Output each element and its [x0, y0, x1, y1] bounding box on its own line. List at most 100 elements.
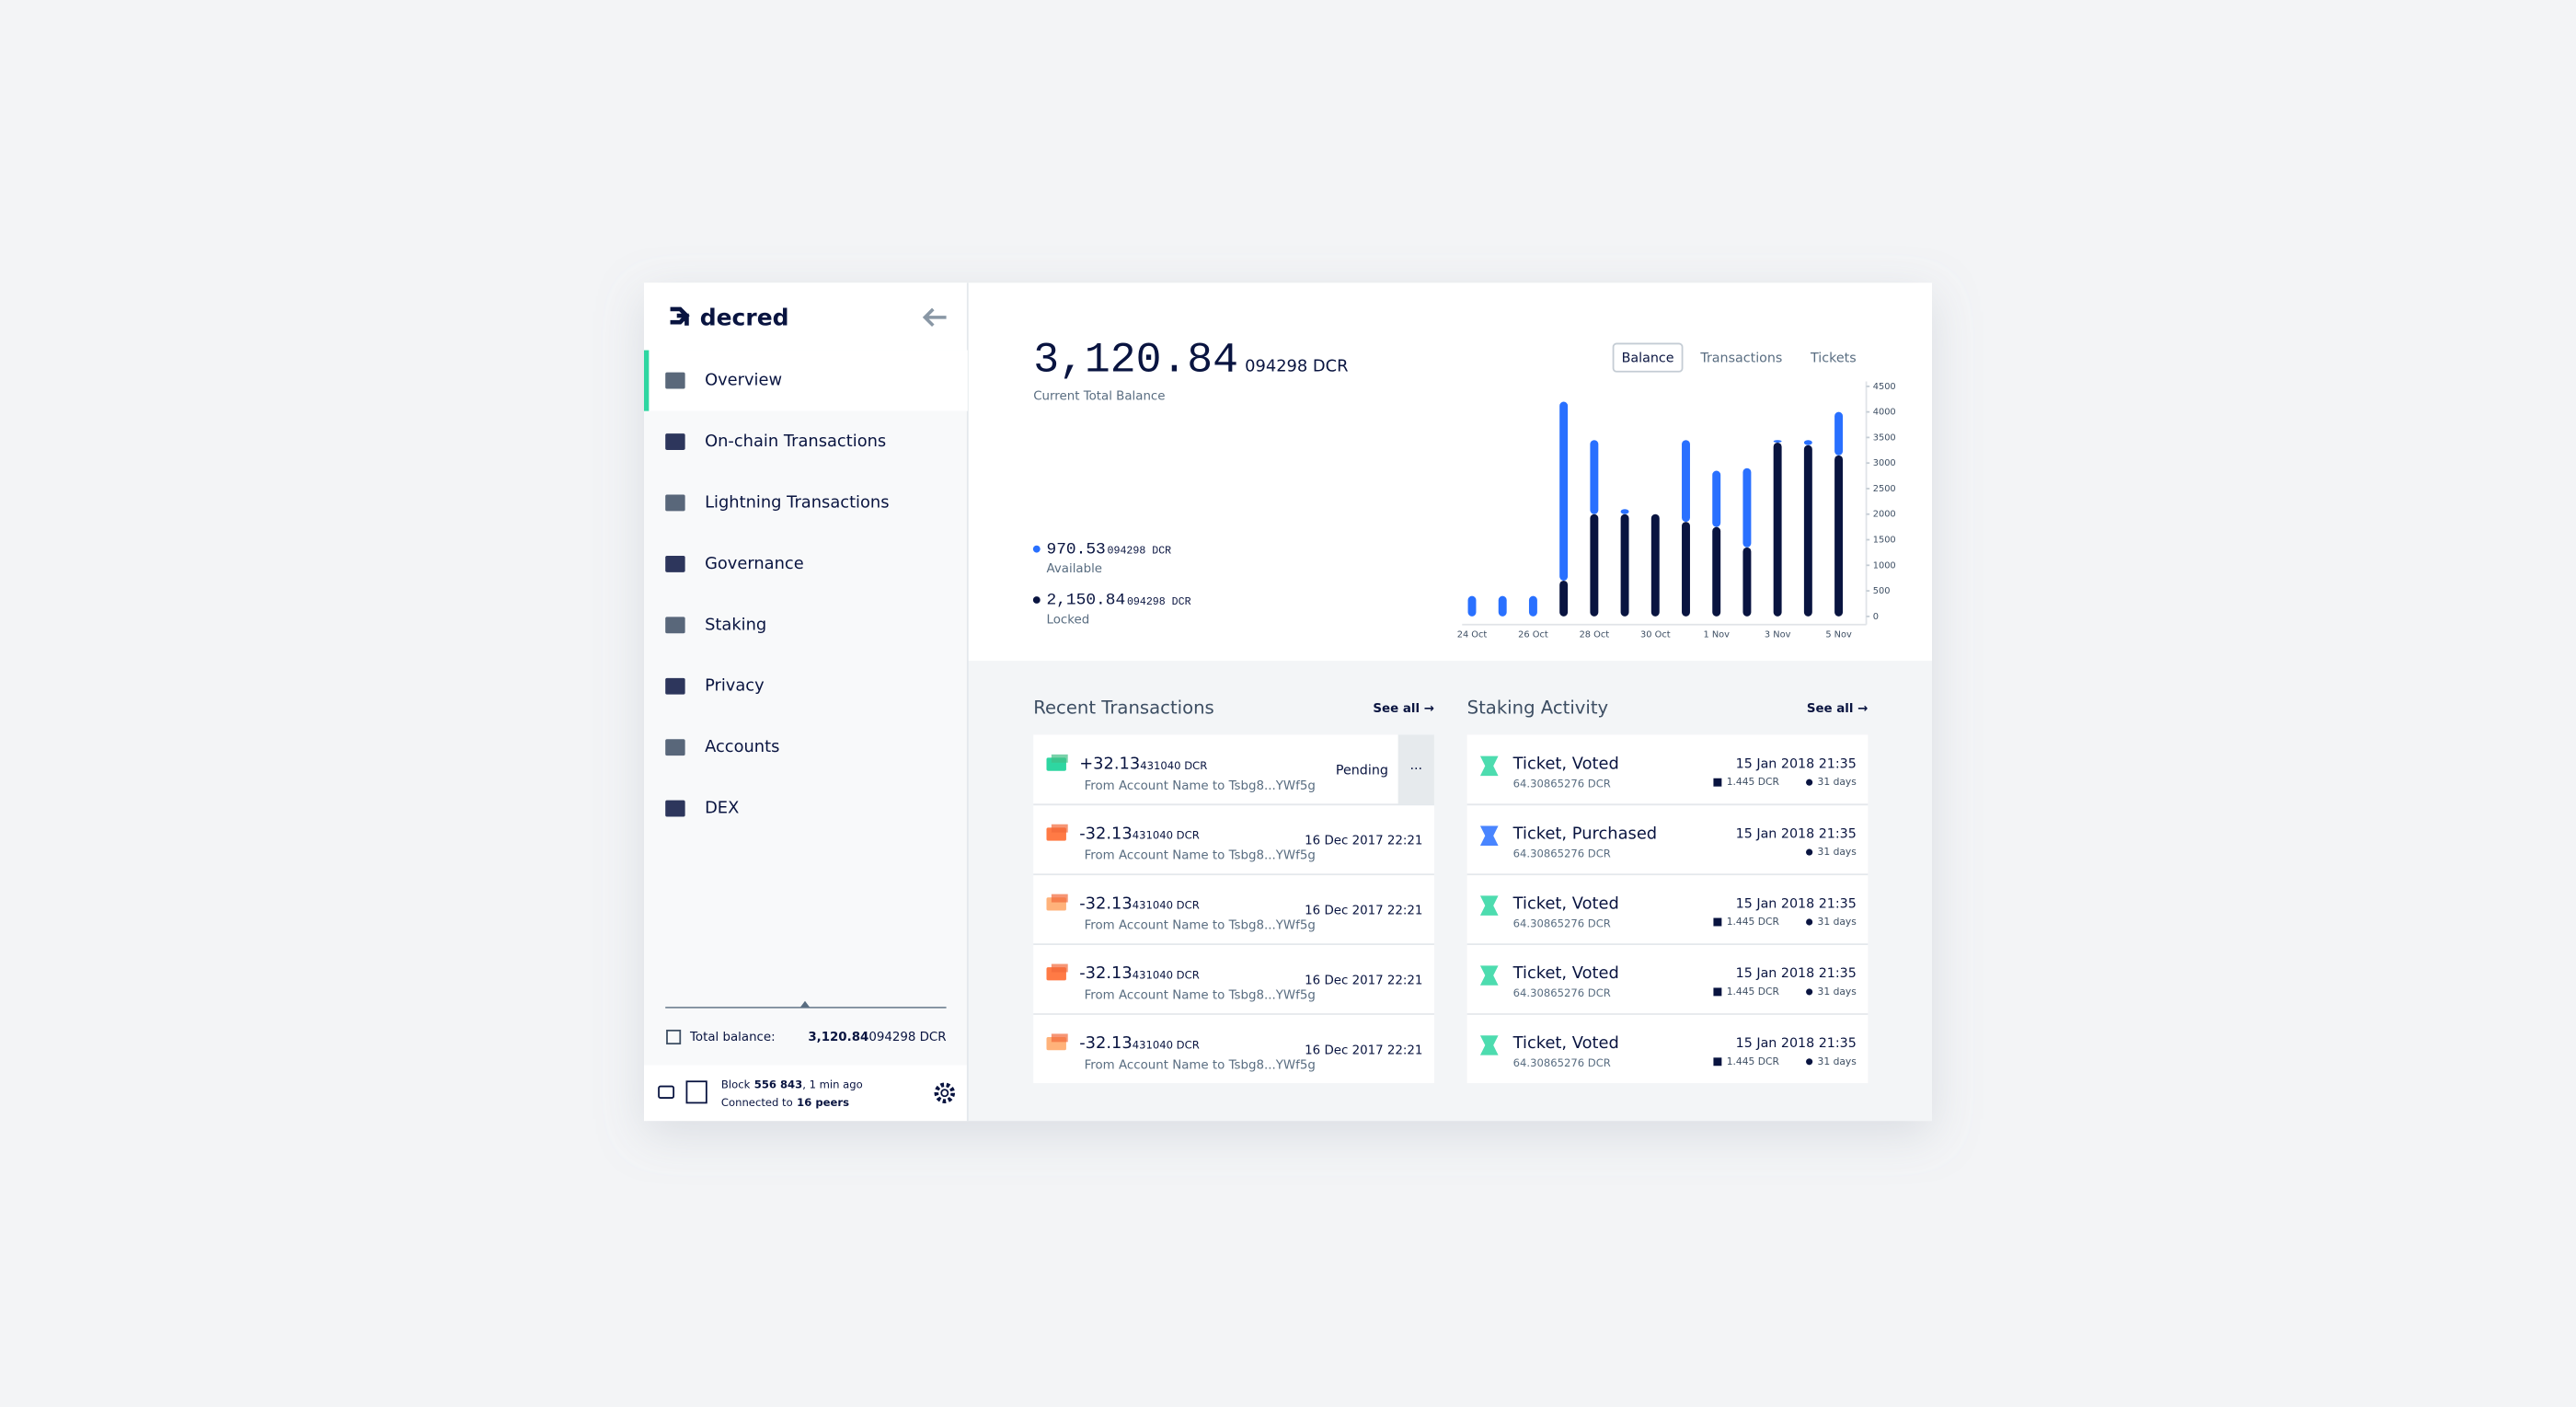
y-tick-label: 2000 — [1873, 510, 1896, 520]
ticket-fee: 1.445 DCR — [1727, 916, 1780, 928]
sidebar — [644, 283, 968, 1122]
tx-icon-back — [1051, 754, 1068, 763]
slider-thumb[interactable] — [799, 1000, 811, 1008]
tab[interactable]: Tickets — [1810, 351, 1857, 365]
x-tick-label: 3 Nov — [1765, 629, 1791, 640]
bar-segment — [1590, 513, 1599, 617]
content: decred Overview On-chain Transactions Light… — [644, 305, 1896, 1109]
ticket-days: 31 days — [1818, 916, 1857, 928]
see-all[interactable]: See all → — [1807, 702, 1869, 716]
ticket-amount: 64.30865276 DCR — [1513, 1056, 1611, 1069]
legend-label: Locked — [1047, 613, 1090, 627]
bar-segment — [1528, 595, 1537, 617]
legend-dot — [1032, 596, 1041, 604]
tx-icon-back — [1051, 894, 1068, 903]
bar-segment — [1650, 513, 1660, 617]
total-balance-label: Total balance: — [689, 1031, 776, 1044]
tx-description: From Account Name to Tsbg8...YWf5g — [1085, 988, 1316, 1002]
tx-decimals: 431040 DCR — [1133, 899, 1200, 912]
bar-segment — [1559, 580, 1569, 617]
ticket-amount: 64.30865276 DCR — [1513, 847, 1611, 859]
nav-icon — [665, 372, 685, 389]
tx-status: Pending — [1336, 764, 1388, 778]
ticket-amount: 64.30865276 DCR — [1513, 917, 1611, 929]
logo-text: decred — [700, 305, 789, 331]
ticket-icon — [1479, 1035, 1499, 1055]
more-button-label[interactable]: ··· — [1409, 762, 1422, 777]
nav-item[interactable]: Overview — [705, 371, 782, 390]
x-tick-label: 24 Oct — [1457, 629, 1488, 640]
bar-segment — [1682, 440, 1690, 523]
more-button[interactable] — [1397, 734, 1434, 804]
x-tick-label: 28 Oct — [1580, 629, 1610, 640]
tab-active[interactable] — [1612, 342, 1684, 373]
ticket-date: 15 Jan 2018 21:35 — [1736, 966, 1857, 981]
nav-active — [644, 350, 968, 411]
ticket-fee: 1.445 DCR — [1727, 986, 1780, 998]
bar-segment — [1803, 440, 1812, 445]
fee-icon — [1713, 1057, 1722, 1067]
see-all[interactable]: See all → — [1373, 702, 1434, 716]
ticket-days: 31 days — [1818, 1055, 1857, 1067]
bar-segment — [1590, 440, 1599, 514]
x-tick-label: 1 Nov — [1703, 629, 1730, 640]
section-title: Recent Transactions — [1033, 697, 1214, 718]
tx-decimals: 431040 DCR — [1133, 969, 1200, 982]
bar-segment — [1620, 509, 1629, 514]
tx-amount: -32.13 — [1079, 963, 1133, 983]
nav-item[interactable]: Governance — [705, 554, 804, 573]
tx-status: 16 Dec 2017 22:21 — [1305, 835, 1422, 848]
fee-icon — [1713, 778, 1722, 787]
tx-icon-back — [1051, 824, 1068, 833]
days-icon — [1806, 848, 1813, 856]
tab[interactable]: Transactions — [1699, 351, 1782, 365]
status-text: Connected to — [721, 1096, 793, 1109]
ticket-date: 15 Jan 2018 21:35 — [1736, 757, 1857, 772]
transactions-card — [1033, 734, 1434, 1083]
tx-amount: -32.13 — [1079, 824, 1133, 843]
ticket-days: 31 days — [1818, 846, 1857, 858]
bar-segment — [1712, 526, 1721, 617]
bar-segment — [1498, 595, 1507, 617]
tx-icon-back — [1051, 963, 1068, 973]
bar-segment — [1834, 411, 1844, 456]
nav-item[interactable]: Staking — [705, 615, 766, 634]
back-arrow[interactable] — [922, 307, 947, 328]
y-tick-label: 500 — [1873, 586, 1891, 596]
days-icon — [1806, 778, 1813, 786]
nav-icon — [665, 433, 685, 450]
legend-decimals: 094298 DCR — [1108, 545, 1172, 557]
tx-description: From Account Name to Tsbg8...YWf5g — [1085, 779, 1316, 793]
balance-decimals: 094298 DCR — [1245, 356, 1348, 375]
nav-active-bar — [644, 350, 650, 411]
ticket-title: Ticket, Voted — [1512, 755, 1619, 774]
legend-dot — [1032, 545, 1041, 553]
tx-status: 16 Dec 2017 22:21 — [1305, 974, 1422, 987]
bar-segment — [1773, 442, 1782, 617]
tx-amount: -32.13 — [1079, 1033, 1133, 1053]
bar-segment — [1712, 470, 1721, 527]
nav-item[interactable]: On-chain Transactions — [705, 432, 886, 451]
bar-segment — [1682, 522, 1690, 617]
nav-item[interactable]: Lightning Transactions — [705, 492, 889, 512]
tab[interactable]: Balance — [1622, 351, 1674, 365]
nav-item[interactable]: Accounts — [705, 737, 779, 756]
y-tick-label: 3000 — [1873, 458, 1896, 468]
x-tick-label: 30 Oct — [1640, 629, 1671, 640]
balance-main: 3,120.84 — [1033, 336, 1238, 385]
ticket-days: 31 days — [1818, 986, 1857, 998]
section-title: Staking Activity — [1467, 697, 1609, 718]
bar-segment — [1467, 595, 1477, 617]
ticket-icon — [1479, 755, 1499, 777]
bar-segment — [1834, 455, 1844, 617]
settings-icon[interactable] — [934, 1082, 956, 1103]
nav-item[interactable]: DEX — [705, 799, 739, 818]
y-tick-label: 4000 — [1873, 408, 1896, 418]
balance-icon — [666, 1029, 682, 1045]
nav-item[interactable]: Privacy — [705, 676, 765, 696]
total-balance-main: 3,120.84 — [808, 1031, 868, 1044]
nav-icon — [665, 617, 685, 634]
days-icon — [1806, 1058, 1813, 1066]
ticket-date: 15 Jan 2018 21:35 — [1736, 896, 1857, 911]
nav-icon — [665, 739, 685, 756]
